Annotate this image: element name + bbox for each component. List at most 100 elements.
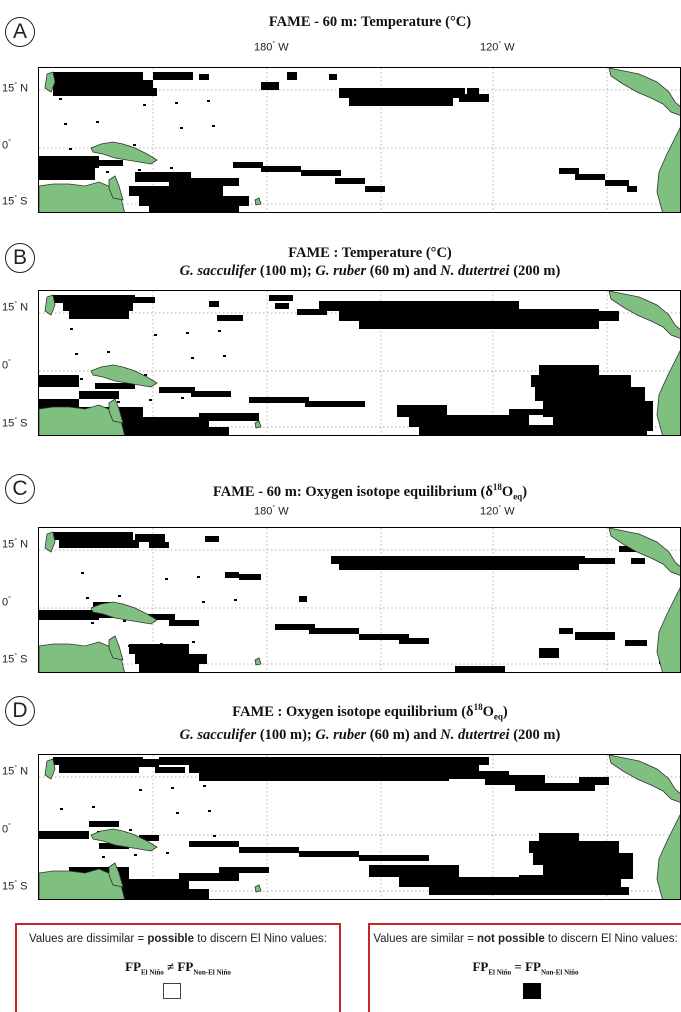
latitude-label: 15° N [2,538,29,551]
small-island [254,657,262,666]
panel-letter: A [5,17,35,47]
latitude-label: 15° S [2,195,28,208]
legend-black-swatch [523,983,541,999]
not-possible-region [153,72,193,80]
island-speck [118,595,121,597]
not-possible-region [261,82,279,90]
not-possible-region [331,556,585,564]
not-possible-region [249,397,309,403]
legend-white-swatch [163,983,181,999]
not-possible-region [359,321,599,329]
not-possible-region [135,534,165,542]
australia-land [39,868,125,899]
not-possible-region [297,309,327,315]
island-speck [166,852,169,854]
island-speck [203,785,206,787]
not-possible-region [533,853,633,865]
island-speck [143,104,146,106]
not-possible-region [217,315,243,321]
not-possible-region [575,174,605,180]
not-possible-region [39,375,79,387]
not-possible-region [575,632,615,640]
not-possible-region [59,765,139,773]
not-possible-region [39,831,89,839]
not-possible-region [449,771,509,779]
not-possible-region [459,94,489,102]
cape-york-land [108,862,124,888]
not-possible-region [299,851,359,857]
not-possible-region [159,387,195,393]
south-america-land [656,814,680,899]
island-speck [64,123,67,125]
island-speck [212,125,215,127]
map-area [38,67,681,213]
island-speck [171,787,174,789]
not-possible-region [305,401,365,407]
island-speck [134,854,137,856]
panel-letter: C [5,474,35,504]
island-speck [170,167,173,169]
not-possible-region [149,542,169,548]
island-speck [197,576,200,578]
not-possible-region [599,311,619,321]
not-possible-region [189,841,239,847]
not-possible-region [509,409,549,415]
not-possible-region [339,88,465,98]
not-possible-region [535,387,645,401]
legend-not-possible-formula: FPEl Niño = FPNon-El Niño [472,959,579,977]
central-america-land [608,528,680,576]
island-speck [229,574,232,576]
not-possible-region [539,833,579,841]
not-possible-region [553,417,653,431]
not-possible-region [365,186,385,192]
not-possible-region [189,178,239,186]
not-possible-region [275,624,315,630]
not-possible-region [149,206,239,212]
island-speck [139,789,142,791]
not-possible-region [301,170,341,176]
not-possible-region [119,427,229,435]
island-speck [165,578,168,580]
philippines-land [44,294,56,316]
not-possible-region [59,540,139,548]
not-possible-region [53,757,143,765]
australia-land [39,181,125,212]
island-speck [59,98,62,100]
not-possible-region [139,759,159,767]
island-speck [191,357,194,359]
island-speck [202,601,205,603]
island-speck [180,127,183,129]
not-possible-region [261,166,301,172]
not-possible-region [199,74,209,80]
not-possible-region [339,564,579,570]
not-possible-region [39,168,95,180]
not-possible-region [95,383,135,389]
island-speck [128,645,131,647]
new-guinea-land [90,141,158,165]
latitude-label: 15° S [2,880,28,893]
not-possible-region [233,162,263,168]
not-possible-region [467,88,479,94]
not-possible-region [189,765,479,773]
not-possible-region [339,311,603,321]
panel-title: FAME - 60 m: Oxygen isotope equilibrium … [212,482,528,502]
not-possible-region [79,391,119,399]
not-possible-region [219,867,269,873]
latitude-label: 15° S [2,417,28,430]
longitude-label: 180° W [254,41,289,54]
not-possible-region [95,160,123,166]
map-svg [39,755,680,899]
not-possible-region [169,620,199,626]
island-speck [176,812,179,814]
island-speck [107,351,110,353]
small-island [254,197,262,206]
central-america-land [608,291,680,339]
island-speck [160,643,163,645]
not-possible-region [329,74,337,80]
not-possible-region [205,536,219,542]
new-guinea-land [90,601,158,625]
not-possible-region [573,429,647,435]
latitude-label: 15° N [2,765,29,778]
small-island [254,420,262,429]
not-possible-region [631,558,645,564]
